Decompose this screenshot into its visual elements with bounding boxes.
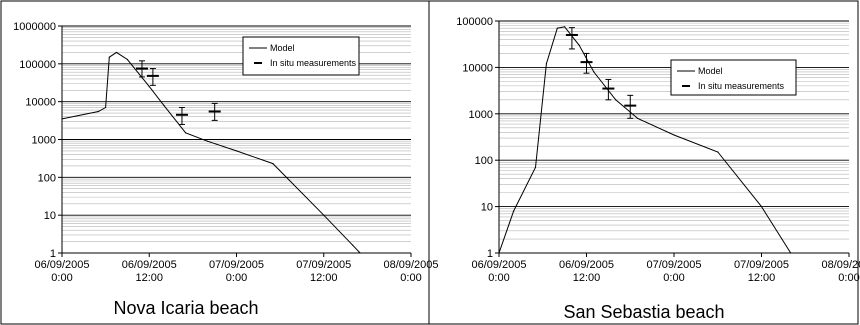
model-point [498, 252, 500, 254]
model-point [578, 44, 580, 46]
x-tick-label-date: 06/09/2005 [34, 259, 89, 271]
model-point [593, 71, 595, 73]
legend-entry-label: In situ measurements [698, 81, 785, 91]
chart-panel-san-sebastia: 11010010001000010000006/09/20050:0006/09… [456, 16, 860, 322]
y-tick-label: 10000 [462, 62, 493, 74]
panel-caption: San Sebastia beach [563, 302, 724, 322]
y-tick-label: 100 [38, 172, 56, 184]
x-tick-label-time: 12:00 [748, 272, 776, 284]
model-point [545, 63, 547, 65]
model-point [115, 51, 118, 54]
model-point [760, 206, 763, 208]
x-tick-label-date: 07/09/2005 [734, 259, 789, 271]
x-tick-label-date: 08/09/2005 [383, 259, 438, 271]
model-point [512, 210, 515, 212]
model-point [206, 140, 209, 142]
x-tick-label-time: 12:00 [573, 272, 601, 284]
x-tick-label-date: 08/09/2005 [821, 259, 860, 271]
plot-area [499, 21, 849, 253]
model-point [717, 151, 719, 153]
x-tick-label-date: 06/09/2005 [559, 259, 614, 271]
model-point [148, 86, 150, 88]
y-tick-label: 100000 [19, 59, 56, 71]
y-tick-label: 10000 [25, 97, 56, 109]
x-tick-label-time: 0:00 [488, 272, 509, 284]
model-point [97, 110, 99, 113]
chart-panel-nova-icaria: 110100100010000100000100000006/09/20050:… [13, 21, 438, 318]
x-tick-label-date: 06/09/2005 [122, 259, 177, 271]
x-tick-label-date: 06/09/2005 [471, 259, 526, 271]
x-tick-label-time: 12:00 [310, 272, 338, 284]
x-tick-label-time: 0:00 [226, 272, 247, 284]
legend-box [670, 59, 797, 96]
model-point [163, 104, 165, 106]
legend-box [242, 36, 360, 76]
model-point [235, 150, 238, 152]
y-tick-label: 1 [487, 248, 493, 260]
model-point [636, 117, 639, 119]
y-tick-label: 1 [50, 248, 56, 260]
x-tick-label-time: 0:00 [663, 272, 684, 284]
model-point [126, 58, 129, 61]
x-tick-label-time: 12:00 [135, 272, 163, 284]
model-point [556, 27, 558, 29]
y-tick-label: 1000 [469, 109, 493, 121]
y-tick-label: 1000 [32, 135, 56, 147]
model-point [790, 252, 792, 254]
legend-entry-label: Model [698, 66, 723, 76]
x-tick-label-time: 0:00 [838, 272, 859, 284]
model-point [534, 166, 537, 168]
model-point [323, 214, 325, 216]
y-tick-label: 100 [475, 155, 493, 167]
y-tick-label: 1000000 [13, 21, 56, 33]
model-point [352, 244, 354, 246]
model-point [673, 134, 675, 136]
x-tick-label-date: 07/09/2005 [296, 259, 351, 271]
y-tick-label: 10 [481, 202, 493, 214]
model-point [359, 252, 361, 254]
y-tick-label: 100000 [456, 16, 493, 28]
legend-entry-label: Model [270, 43, 295, 53]
panel-caption: Nova Icaria beach [113, 298, 258, 318]
model-point [564, 26, 566, 28]
legend-entry-label: In situ measurements [270, 58, 357, 68]
model-point [615, 99, 617, 101]
model-point [108, 56, 110, 58]
x-tick-label-date: 07/09/2005 [646, 259, 701, 271]
model-point [61, 118, 63, 120]
model-point [272, 163, 274, 165]
y-tick-label: 10 [44, 210, 56, 222]
model-point [185, 132, 187, 134]
model-point [105, 106, 107, 109]
x-tick-label-time: 0:00 [400, 272, 421, 284]
x-tick-label-date: 07/09/2005 [209, 259, 264, 271]
x-tick-label-time: 0:00 [51, 272, 72, 284]
